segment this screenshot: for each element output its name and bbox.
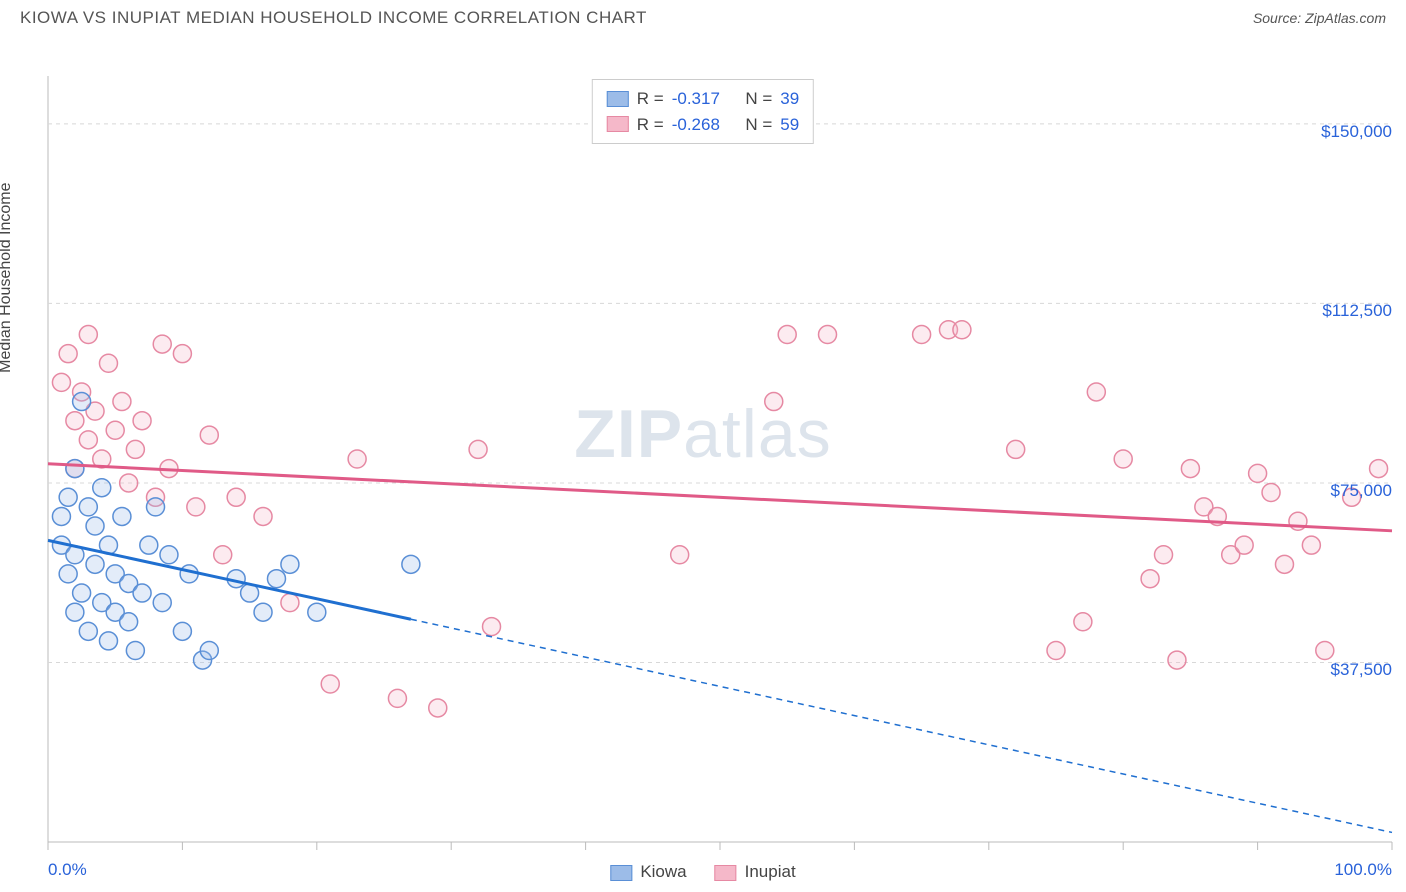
legend-series-inupiat: Inupiat: [715, 862, 796, 882]
legend-stats: R = -0.317 N = 39 R = -0.268 N = 59: [592, 79, 814, 144]
chart-area: Median Household Income ZIPatlas R = -0.…: [0, 34, 1406, 884]
legend-N-value-inupiat: 59: [780, 112, 799, 138]
legend-swatch-kiowa-b: [610, 865, 632, 881]
legend-series: Kiowa Inupiat: [610, 862, 795, 882]
legend-swatch-inupiat-b: [715, 865, 737, 881]
chart-source: Source: ZipAtlas.com: [1253, 10, 1386, 26]
legend-R-label: R =: [637, 112, 664, 138]
legend-R-value-inupiat: -0.268: [672, 112, 720, 138]
chart-title: KIOWA VS INUPIAT MEDIAN HOUSEHOLD INCOME…: [20, 8, 647, 28]
y-tick-label: $75,000: [1331, 481, 1392, 501]
legend-N-value-kiowa: 39: [780, 86, 799, 112]
legend-R-value-kiowa: -0.317: [672, 86, 720, 112]
chart-header: KIOWA VS INUPIAT MEDIAN HOUSEHOLD INCOME…: [0, 0, 1406, 34]
legend-N-label: N =: [745, 112, 772, 138]
y-axis-label: Median Household Income: [0, 182, 15, 372]
legend-stats-row-inupiat: R = -0.268 N = 59: [607, 112, 799, 138]
legend-swatch-kiowa: [607, 91, 629, 107]
x-max-label: 100.0%: [1334, 860, 1392, 880]
legend-R-label: R =: [637, 86, 664, 112]
y-tick-label: $112,500: [1322, 301, 1392, 321]
legend-stats-row-kiowa: R = -0.317 N = 39: [607, 86, 799, 112]
legend-swatch-inupiat: [607, 116, 629, 132]
legend-N-label: N =: [745, 86, 772, 112]
y-tick-label: $150,000: [1321, 122, 1392, 142]
y-tick-label: $37,500: [1331, 660, 1392, 680]
x-min-label: 0.0%: [48, 860, 87, 880]
scatter-plot-svg: [0, 34, 1406, 884]
legend-series-kiowa: Kiowa: [610, 862, 686, 882]
